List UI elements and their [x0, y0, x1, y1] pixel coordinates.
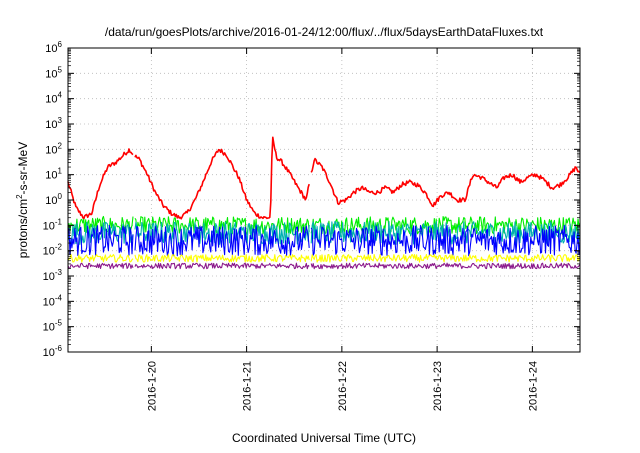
y-axis-label-sup: 2 [15, 194, 24, 199]
y-tick-base: 10 [43, 246, 55, 258]
series-line-1 [67, 136, 581, 220]
y-tick-exponent: -4 [55, 293, 63, 302]
chart-title: /data/run/goesPlots/archive/2016-01-24/1… [105, 25, 544, 39]
y-tick-exponent: 1 [58, 167, 63, 176]
grid [68, 48, 580, 352]
y-tick-exponent: -2 [55, 243, 63, 252]
y-tick-base: 10 [45, 43, 57, 55]
y-tick-exponent: -5 [55, 319, 63, 328]
y-tick-base: 10 [43, 322, 55, 334]
series-line-4 [67, 224, 581, 257]
series-line-6 [67, 262, 581, 270]
x-tick-label: 2016-1-20 [146, 361, 158, 411]
y-tick-base: 10 [43, 220, 55, 232]
y-axis-ticks: 10-610-510-410-310-210-11001011021031041… [43, 40, 580, 359]
x-tick-label: 2016-1-21 [242, 361, 254, 411]
y-tick-label: 103 [45, 116, 62, 131]
series-line-5 [67, 253, 581, 263]
y-tick-base: 10 [43, 271, 55, 283]
y-tick-label: 10-6 [43, 344, 63, 359]
y-tick-exponent: 6 [58, 40, 63, 49]
y-tick-base: 10 [45, 170, 57, 182]
y-tick-label: 10-2 [43, 243, 63, 258]
y-tick-base: 10 [45, 68, 57, 80]
y-tick-label: 10-5 [43, 319, 63, 334]
series-layer [67, 136, 581, 270]
y-tick-exponent: -6 [55, 344, 63, 353]
y-axis-label-pre: protons/cm [16, 199, 30, 258]
y-tick-label: 102 [45, 141, 62, 156]
y-tick-exponent: 0 [58, 192, 63, 201]
y-tick-label: 105 [45, 65, 62, 80]
y-tick-base: 10 [45, 195, 57, 207]
y-tick-exponent: 5 [58, 65, 63, 74]
y-tick-label: 106 [45, 40, 62, 55]
x-tick-label: 2016-1-24 [527, 361, 539, 411]
y-tick-base: 10 [45, 94, 57, 106]
y-tick-exponent: 3 [58, 116, 63, 125]
y-tick-label: 10-1 [43, 217, 63, 232]
y-axis-label: protons/cm2-s-sr-MeV [15, 142, 30, 258]
y-tick-label: 104 [45, 91, 62, 106]
y-tick-exponent: 2 [58, 141, 63, 150]
y-tick-label: 100 [45, 192, 62, 207]
y-tick-base: 10 [43, 296, 55, 308]
y-tick-base: 10 [45, 119, 57, 131]
x-tick-label: 2016-1-23 [432, 361, 444, 411]
x-tick-label: 2016-1-22 [337, 361, 349, 411]
x-axis-ticks: 2016-1-20 2016-1-21 2016-1-22 2016-1-23 2016… [146, 48, 539, 411]
y-tick-exponent: -1 [55, 217, 63, 226]
y-axis-label-post: -s-sr-MeV [16, 142, 30, 195]
y-tick-label: 10-4 [43, 293, 63, 308]
y-tick-label: 101 [45, 167, 62, 182]
y-tick-label: 10-3 [43, 268, 63, 283]
y-tick-exponent: 4 [58, 91, 63, 100]
y-tick-base: 10 [43, 347, 55, 359]
x-axis-label: Coordinated Universal Time (UTC) [232, 431, 416, 445]
y-tick-exponent: -3 [55, 268, 63, 277]
y-tick-base: 10 [45, 144, 57, 156]
